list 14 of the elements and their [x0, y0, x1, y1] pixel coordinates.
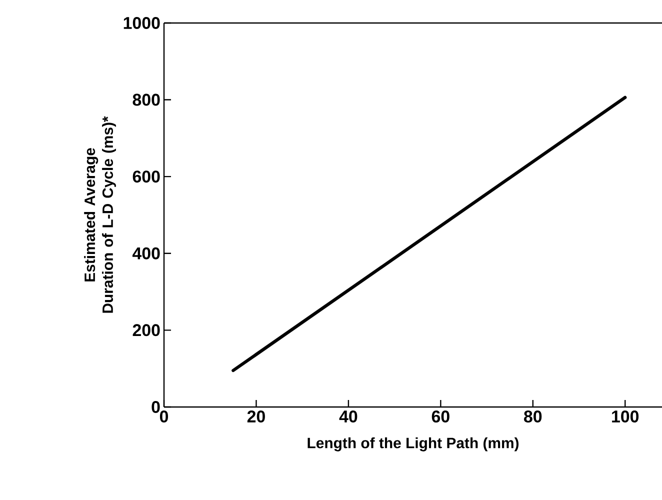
- x-tick-label: 0: [160, 410, 168, 422]
- x-tick-label: 40: [339, 410, 358, 422]
- y-tick-label: 800: [132, 94, 160, 106]
- x-tick-label: 60: [432, 410, 450, 422]
- y-tick-label: 1000: [124, 16, 160, 29]
- y-tick-label: 600: [132, 170, 160, 183]
- y-tick-label: 200: [132, 324, 160, 336]
- y-axis-title: Estimated Average Duration of L-D Cycle (ms)*: [84, 116, 116, 313]
- x-axis-title: Length of the Light Path (mm): [308, 437, 519, 452]
- x-tick-label: 80: [524, 410, 542, 422]
- x-tick-label: 20: [247, 410, 265, 422]
- y-tick-label: 0: [152, 400, 160, 413]
- y-tick-label: 400: [132, 247, 160, 260]
- x-tick-label: 100: [612, 410, 639, 422]
